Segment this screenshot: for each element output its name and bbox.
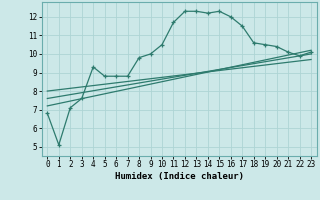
X-axis label: Humidex (Indice chaleur): Humidex (Indice chaleur) [115,172,244,181]
